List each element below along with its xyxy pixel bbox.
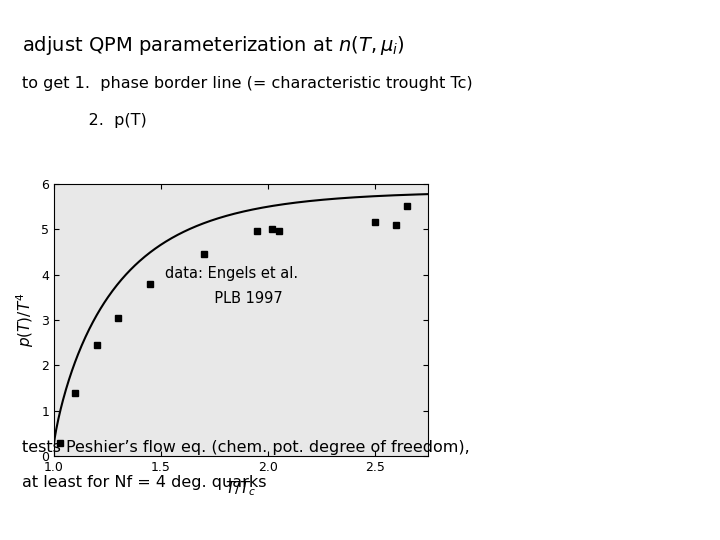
Text: at least for Nf = 4 deg. quarks: at least for Nf = 4 deg. quarks xyxy=(22,475,266,490)
Text: tests Peshier’s flow eq. (chem. pot. degree of freedom),: tests Peshier’s flow eq. (chem. pot. deg… xyxy=(22,440,469,455)
Text: B. Kämpfer  |  Institute of Radiation Physics  |  www.hzdr.de: B. Kämpfer | Institute of Radiation Phys… xyxy=(278,529,527,538)
Text: adjust QPM parameterization at $n\left(T, \mu_i\right)$: adjust QPM parameterization at $n\left(T… xyxy=(22,34,405,57)
Y-axis label: $p(T)/T^{4}$: $p(T)/T^{4}$ xyxy=(14,293,35,347)
X-axis label: $T/T_c$: $T/T_c$ xyxy=(225,480,257,498)
Text: PLB 1997: PLB 1997 xyxy=(182,291,283,306)
Text: page 12: page 12 xyxy=(7,520,48,530)
Text: data: Engels et al.: data: Engels et al. xyxy=(166,266,298,281)
Text: 2.  p(T): 2. p(T) xyxy=(22,113,146,129)
Text: Member of the Helmholtz Association: Member of the Helmholtz Association xyxy=(374,515,544,524)
Text: to get 1.  phase border line (= characteristic trought Tc): to get 1. phase border line (= character… xyxy=(22,76,472,91)
